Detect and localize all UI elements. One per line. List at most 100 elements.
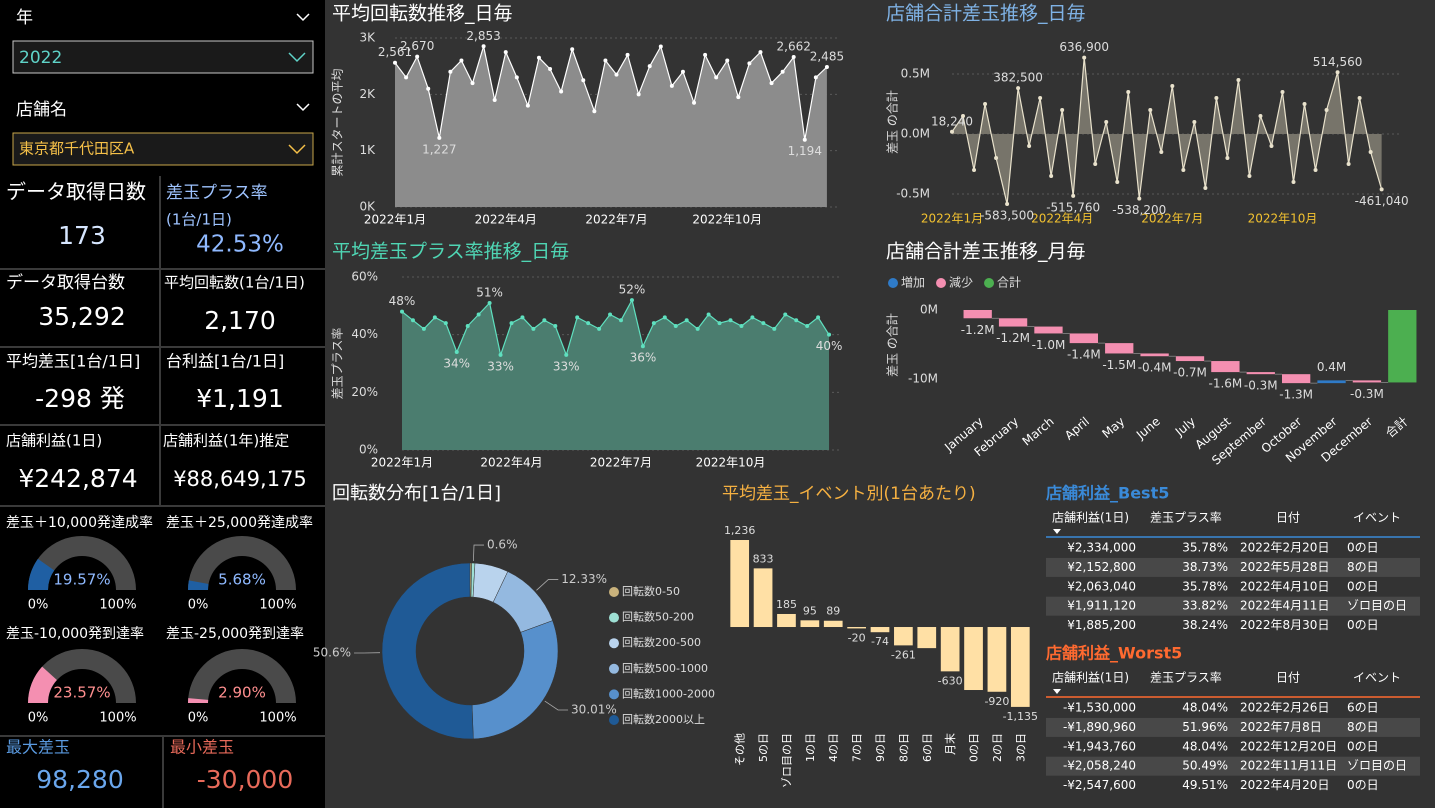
bar <box>1069 333 1098 344</box>
point <box>824 65 829 70</box>
line <box>951 57 1383 205</box>
y-tick-label: 2K <box>359 87 376 101</box>
point <box>695 326 700 331</box>
slice <box>471 620 559 740</box>
kpi-value: 42.53% <box>196 232 284 258</box>
point <box>410 318 415 323</box>
y-tick-label: 0.5M <box>901 67 930 81</box>
point <box>492 97 497 102</box>
point <box>1060 108 1065 112</box>
point <box>706 312 711 317</box>
year-dropdown[interactable] <box>12 40 314 74</box>
gauge-max: 100% <box>259 598 296 613</box>
point <box>426 86 431 91</box>
x-tick-label: 9の日 <box>874 733 887 762</box>
bar <box>870 627 890 633</box>
bar <box>1034 326 1063 334</box>
point <box>736 95 741 100</box>
bar <box>940 627 960 672</box>
data-label: 1,194 <box>788 144 822 158</box>
point <box>520 315 525 320</box>
kpi-label: データ取得日数 <box>6 180 146 204</box>
table-cell: -¥1,530,000 <box>1063 701 1136 715</box>
table-title: 店舗利益_Best5 <box>1046 484 1169 503</box>
point <box>1269 144 1274 148</box>
bar <box>847 627 866 629</box>
x-tick-label: 2022年1月 <box>921 212 983 226</box>
data-label: -1.6M <box>1208 377 1242 391</box>
gauge-max: 100% <box>99 598 136 613</box>
gauge-value: 23.57% <box>53 684 110 702</box>
bar <box>730 540 750 628</box>
table-cell: 8の日 <box>1347 720 1379 734</box>
point <box>559 89 564 94</box>
area <box>402 300 830 450</box>
point <box>1071 193 1076 198</box>
x-tick-label: 3の日 <box>1014 733 1027 762</box>
table-header: 店舗利益(1日) <box>1052 511 1129 525</box>
data-label: 1,227 <box>422 142 456 156</box>
data-label: -538,200 <box>1112 203 1166 217</box>
x-tick-label: 月末 <box>943 733 957 755</box>
point <box>717 321 722 326</box>
point <box>950 129 954 134</box>
y-axis-label: 差玉 の合計 <box>885 313 900 377</box>
table-cell: 49.51% <box>1182 778 1228 792</box>
x-tick-label: 2022年10月 <box>692 213 762 227</box>
data-label: 382,500 <box>993 71 1043 85</box>
row-background <box>1046 717 1420 737</box>
y-tick-label: 0M <box>920 303 938 317</box>
store-dropdown[interactable] <box>12 132 314 166</box>
x-tick-label: 0の日 <box>968 733 981 762</box>
point <box>725 58 730 63</box>
legend-swatch <box>984 278 995 288</box>
table-cell: 50.49% <box>1182 759 1228 773</box>
point <box>1203 186 1208 190</box>
x-tick-label: 5の日 <box>757 733 770 762</box>
chevron[interactable] <box>288 144 306 155</box>
table-cell: 48.04% <box>1182 701 1228 715</box>
point <box>983 102 988 106</box>
point <box>728 318 733 323</box>
bar <box>964 627 983 691</box>
table-cell: 33.82% <box>1182 599 1228 613</box>
table-header: 日付 <box>1276 511 1300 525</box>
point <box>536 55 541 60</box>
x-tick-label: ゾロ目の日 <box>780 733 793 788</box>
data-label: 89 <box>826 605 840 618</box>
point <box>542 318 547 323</box>
data-label: 50.6% <box>313 645 351 659</box>
point <box>1291 180 1296 184</box>
table-cell: 51.96% <box>1182 720 1228 734</box>
data-label: 34% <box>443 356 470 370</box>
point <box>503 50 508 55</box>
data-label: 2,670 <box>400 39 434 53</box>
table-cell: 2022年11月11日 <box>1240 759 1337 773</box>
point <box>1313 168 1318 172</box>
point <box>514 75 519 80</box>
x-tick-label: 2022年1月 <box>364 213 426 227</box>
bar <box>1211 361 1240 373</box>
chart-title: 店舗合計差玉推移_月毎 <box>886 241 1086 263</box>
table-header: 差玉プラス率 <box>1150 511 1222 525</box>
table-header: 店舗利益(1日) <box>1052 671 1129 685</box>
y-tick-label: 0.0M <box>901 127 930 141</box>
chevron[interactable] <box>288 52 306 63</box>
point <box>614 72 619 77</box>
chevron[interactable] <box>296 103 310 112</box>
y-tick-label: 60% <box>351 270 378 284</box>
bar <box>1246 372 1275 375</box>
point <box>597 326 602 331</box>
chevron[interactable] <box>296 13 310 22</box>
table-cell: 0の日 <box>1347 778 1379 792</box>
point <box>1302 102 1307 106</box>
point <box>647 64 652 69</box>
x-tick-label: 2022年4月 <box>1031 212 1093 226</box>
table-cell: -¥1,890,960 <box>1063 720 1136 734</box>
point <box>592 109 597 114</box>
gauge-track <box>188 536 296 590</box>
point <box>1038 96 1043 100</box>
y-axis-label: 差玉プラス率 <box>331 328 345 400</box>
legend-label: 回転数500-1000 <box>622 662 708 675</box>
point <box>619 318 623 323</box>
